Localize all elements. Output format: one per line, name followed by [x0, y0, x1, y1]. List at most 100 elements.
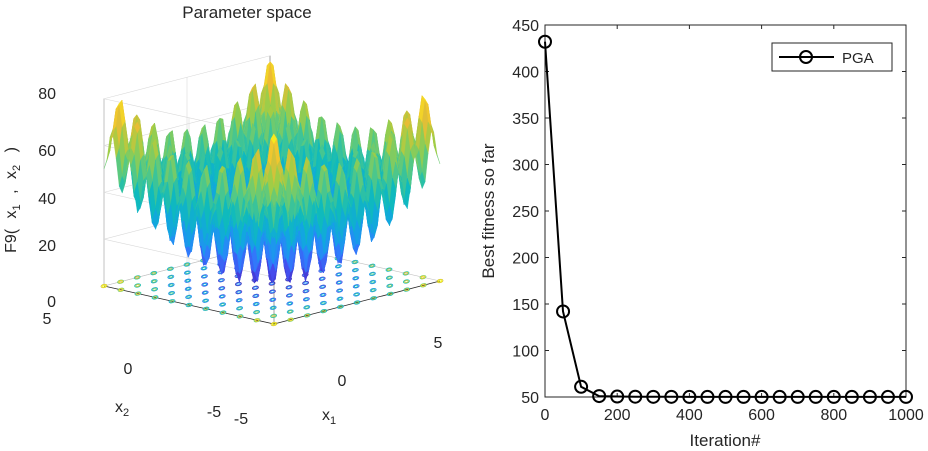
floor-contour-ring — [286, 285, 292, 289]
data-point — [610, 389, 625, 404]
floor-contour-ring — [286, 301, 294, 306]
floor-contour-ring — [402, 271, 410, 276]
floor-contour-ring — [354, 301, 360, 304]
data-point — [790, 389, 805, 404]
floor-contour-ring — [251, 285, 259, 290]
floor-contour-ring — [304, 297, 309, 301]
data-point — [664, 389, 679, 404]
y-tick-label: 50 — [521, 390, 539, 407]
floor-contour-ring — [202, 274, 207, 278]
floor-contour-ring — [168, 267, 173, 271]
floor-contour-ring — [368, 271, 376, 277]
floor-contour-ring — [217, 278, 225, 283]
floor-contour-ring — [150, 279, 158, 284]
floor-contour-ring — [253, 309, 261, 315]
floor-contour-ring — [117, 279, 125, 284]
data-point — [538, 34, 552, 49]
floor-contour-ring — [235, 298, 243, 303]
floor-contour-ring — [151, 271, 157, 275]
floor-contour-ring — [185, 294, 193, 300]
floor-contour-ring — [117, 287, 125, 292]
floor-contour-ring — [236, 306, 244, 311]
x1-tick-label: -5 — [234, 411, 248, 428]
floor-contour-ring — [135, 292, 141, 296]
legend-label: PGA — [842, 50, 874, 67]
floor-contour-ring — [169, 291, 174, 295]
floor-contour-ring — [387, 284, 393, 288]
data-point — [682, 389, 697, 404]
floor-contour-ring — [370, 288, 376, 292]
floor-contour-ring — [219, 310, 227, 315]
floor-contour-ring — [201, 282, 209, 287]
floor-contour-ring — [150, 270, 158, 276]
floor-contour-ring — [336, 281, 342, 284]
floor-contour-ring — [200, 274, 208, 279]
floor-contour-ring — [287, 293, 292, 297]
floor-contour-ring — [219, 286, 225, 290]
floor-contour-ring — [353, 284, 359, 288]
zlabel-prefix: F9( — [3, 228, 20, 253]
floor-contour-ring — [219, 302, 227, 307]
floor-contour-ring — [202, 306, 210, 311]
floor-contour-ring — [270, 306, 276, 310]
x1-label-text: x — [322, 407, 330, 424]
data-point — [592, 389, 607, 404]
floor-contour-ring — [319, 277, 325, 281]
floor-contour-ring — [370, 272, 375, 276]
floor-contour-ring — [271, 314, 276, 318]
floor-contour-ring — [254, 318, 260, 322]
floor-contour-ring — [338, 305, 343, 309]
floor-contour-ring — [335, 280, 343, 285]
x-tick-label: 0 — [541, 407, 550, 424]
surface-zlabel: F9( x1 , x2 ) — [3, 147, 23, 253]
floor-contour-ring — [371, 296, 376, 300]
y-tick-label: 300 — [512, 158, 539, 175]
floor-contour-ring — [302, 280, 310, 286]
floor-contour-ring — [135, 284, 140, 287]
floor-contour-ring — [302, 288, 310, 294]
floor-contour-ring — [168, 299, 176, 304]
floor-contour-ring — [236, 314, 244, 319]
x2-tick-label: 5 — [43, 311, 52, 328]
zlabel-close: ) — [3, 147, 20, 152]
floor-contour-ring — [403, 271, 409, 275]
floor-contour-ring — [219, 294, 225, 298]
floor-contour-ring — [287, 302, 293, 305]
floor-contour-ring — [184, 263, 190, 266]
floor-contour-ring — [151, 287, 159, 292]
data-point — [880, 389, 895, 404]
convergence-panel: 0 200 400 600 800 1000 50 100 150 200 250 300 350 400… — [479, 18, 924, 450]
floor-contour-ring — [370, 296, 378, 301]
floor-contour-ring — [269, 305, 277, 310]
zlabel-comma: , — [3, 189, 20, 193]
floor-contour-ring — [152, 295, 158, 299]
floor-contour-ring — [436, 278, 444, 284]
floor-contour-ring — [352, 284, 360, 289]
data-point — [700, 389, 715, 404]
floor-contour-ring — [404, 280, 409, 283]
floor-contour-ring — [252, 301, 260, 307]
floor-contour-ring — [353, 268, 358, 272]
floor-contour-ring — [304, 305, 310, 309]
floor-contour-ring — [253, 318, 261, 323]
floor-contour-ring — [354, 292, 359, 296]
z-tick-label: 80 — [38, 86, 56, 103]
floor-contour-ring — [168, 283, 174, 287]
floor-contour-ring — [319, 292, 327, 298]
y-tick-label: 250 — [512, 204, 539, 221]
floor-contour-ring — [220, 303, 225, 306]
floor-contour-ring — [253, 302, 259, 306]
x1-tick-label: 5 — [434, 335, 443, 352]
floor-contour-ring — [353, 300, 361, 305]
floor-contour-ring — [269, 297, 277, 302]
floor-contour-ring — [152, 287, 157, 291]
z-tick-label: 40 — [38, 191, 56, 208]
z-tick-label: 20 — [38, 238, 56, 255]
floor-contour-ring — [166, 266, 174, 271]
floor-contour-ring — [403, 287, 411, 292]
floor-contour-ring — [254, 310, 259, 314]
floor-contour-ring — [201, 290, 209, 295]
floor-contour-ring — [319, 300, 327, 306]
y-tick-label: 450 — [512, 18, 539, 35]
